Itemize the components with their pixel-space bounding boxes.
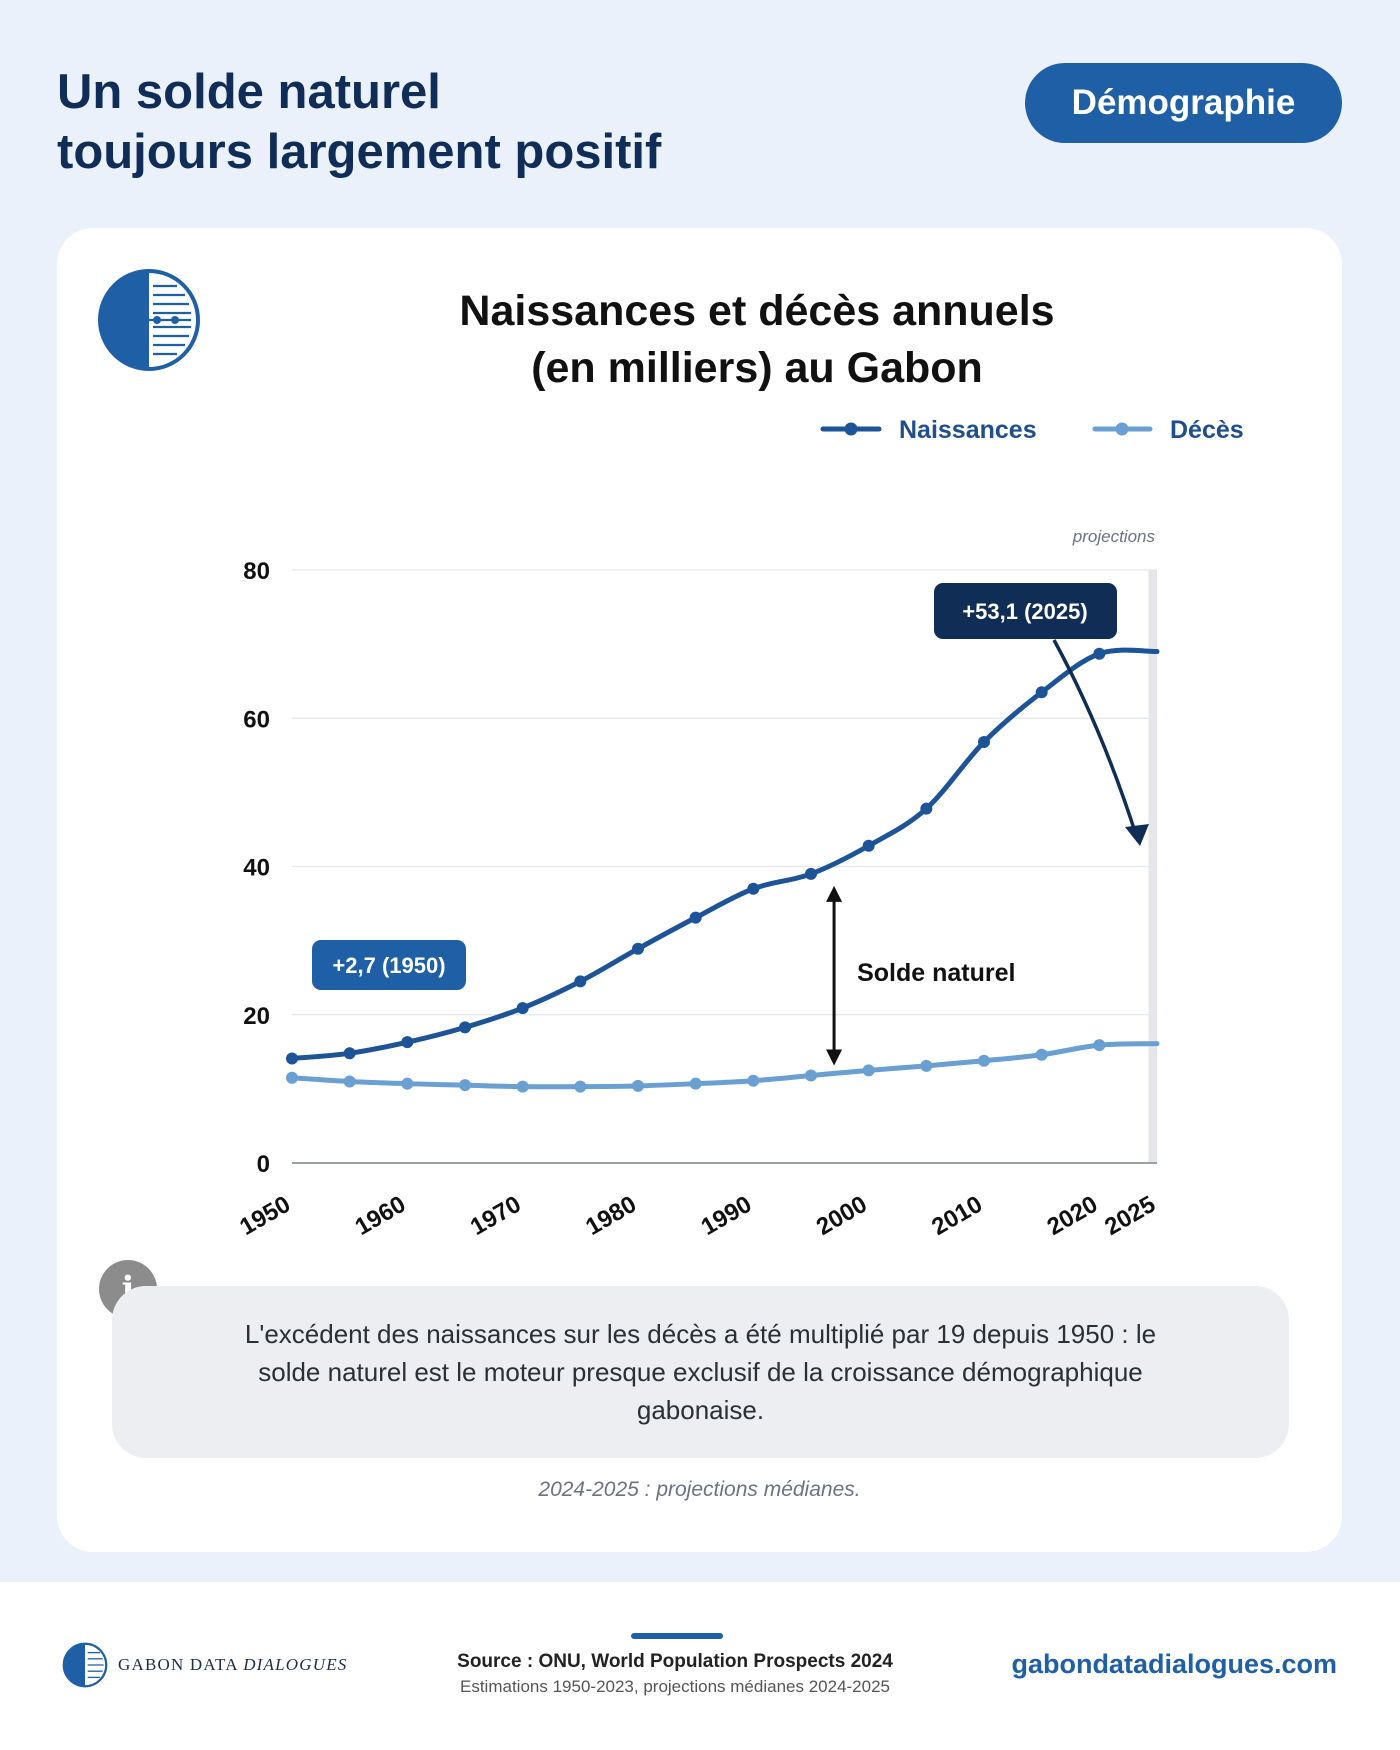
y-tick-label: 20 [243, 1003, 270, 1030]
data-point-deces [978, 1054, 990, 1067]
chart-title: Naissances et décès annuels (en milliers… [257, 283, 1257, 397]
data-point-deces [747, 1074, 760, 1087]
x-tick-label: 2000 [812, 1191, 872, 1241]
data-point-deces [862, 1064, 875, 1077]
solde-naturel-arrowhead-bottom [826, 1049, 843, 1066]
chart-annotations: +2,7 (1950) +53,1 (2025) Solde naturel [312, 583, 1149, 1066]
x-tick-label: 1960 [351, 1191, 411, 1241]
projection-note: 2024-2025 : projections médianes. [538, 1478, 861, 1501]
x-tick-label: 2010 [927, 1191, 987, 1241]
data-point-deces [920, 1059, 933, 1072]
data-point-deces [1035, 1048, 1048, 1061]
x-tick-label: 2025 [1100, 1191, 1160, 1241]
brand-name-italic: DIALOGUES [243, 1655, 348, 1674]
chart-title-line-1: Naissances et décès annuels [459, 287, 1055, 335]
x-tick-label: 1950 [235, 1191, 295, 1241]
solde-naturel-label: Solde naturel [857, 959, 1015, 987]
page-title: Un solde naturel toujours largement posi… [57, 62, 817, 182]
data-point-naissances [574, 975, 587, 988]
page-title-line-2: toujours largement positif [57, 125, 662, 179]
brand-name: GABON DATA DIALOGUES [118, 1655, 347, 1675]
annotation-1950-label: +2,7 (1950) [332, 953, 445, 978]
data-point-naissances [862, 839, 875, 852]
data-point-naissances [805, 867, 817, 880]
y-tick-label: 0 [257, 1151, 270, 1178]
legend-label-deces: Décès [1170, 416, 1244, 444]
footer-divider [631, 1633, 723, 1639]
source-text: Source : ONU, World Population Prospects… [457, 1651, 893, 1672]
data-point-naissances [920, 802, 933, 815]
website-link[interactable]: gabondatadialogues.com [1011, 1649, 1337, 1679]
info-text: L'excédent des naissances sur les décès … [244, 1319, 1157, 1425]
solde-naturel-arrowhead-top [826, 885, 843, 902]
brand-name-main: GABON DATA [118, 1655, 244, 1674]
data-point-deces [805, 1069, 817, 1082]
source-detail-text: Estimations 1950-2023, projections média… [460, 1677, 890, 1696]
data-point-deces [459, 1079, 471, 1092]
data-point-naissances [286, 1052, 298, 1065]
data-point-naissances [401, 1036, 414, 1049]
annotation-2025-label: +53,1 (2025) [962, 599, 1087, 624]
series-line-naissances [289, 647, 1160, 1061]
data-point-naissances [689, 911, 702, 924]
data-point-naissances [978, 735, 990, 748]
annotation-1950-box [312, 940, 466, 990]
x-tick-label: 1990 [697, 1191, 757, 1241]
data-point-naissances [1035, 686, 1048, 699]
legend-label-naissances: Naissances [899, 416, 1037, 444]
x-tick-label: 1980 [581, 1191, 641, 1241]
data-point-naissances [516, 1002, 529, 1015]
chart-axes: 0 20 40 60 80 1950 1960 1970 1980 1990 2000 2010 202… [235, 558, 1160, 1241]
y-tick-label: 60 [243, 706, 270, 733]
data-point-deces [689, 1077, 702, 1090]
data-point-naissances [459, 1021, 471, 1034]
chart-card: Naissances et décès annuels (en milliers… [57, 228, 1342, 1552]
projection-label: projections [1072, 527, 1156, 546]
chart-title-line-2: (en milliers) au Gabon [531, 344, 983, 392]
data-point-naissances [632, 942, 644, 955]
data-point-deces [632, 1079, 644, 1092]
x-tick-label: 1970 [466, 1191, 526, 1241]
x-tick-label: 2020 [1043, 1191, 1103, 1241]
data-point-deces [574, 1080, 587, 1093]
data-point-deces [401, 1077, 414, 1090]
chart-series [286, 647, 1160, 1093]
brand-logo-icon [98, 269, 200, 371]
annotation-2025-arrow [1052, 639, 1139, 839]
data-point-deces [516, 1080, 529, 1093]
series-line-deces [289, 1041, 1160, 1090]
data-point-deces [343, 1075, 356, 1088]
legend-item-naissances: Naissances [820, 416, 1037, 444]
data-point-naissances [1093, 647, 1106, 660]
data-point-naissances [747, 882, 760, 895]
footer-brand-logo-icon [62, 1642, 108, 1688]
page-title-line-1: Un solde naturel [57, 65, 441, 119]
y-tick-label: 80 [243, 558, 270, 585]
annotation-2025-arrowhead [1125, 824, 1149, 846]
data-point-deces [1093, 1039, 1106, 1052]
line-chart: Naissances Décès projections 0 20 40 60 80 19… [235, 416, 1244, 1241]
annotation-2025-box [934, 583, 1117, 639]
info-box: L'excédent des naissances sur les décès … [112, 1286, 1289, 1458]
chart-legend: Naissances Décès [820, 416, 1244, 444]
data-point-naissances [343, 1047, 356, 1060]
category-badge: Démographie [1025, 63, 1342, 143]
data-point-deces [286, 1071, 298, 1084]
legend-item-deces: Décès [1092, 416, 1244, 444]
y-tick-label: 40 [243, 855, 270, 882]
